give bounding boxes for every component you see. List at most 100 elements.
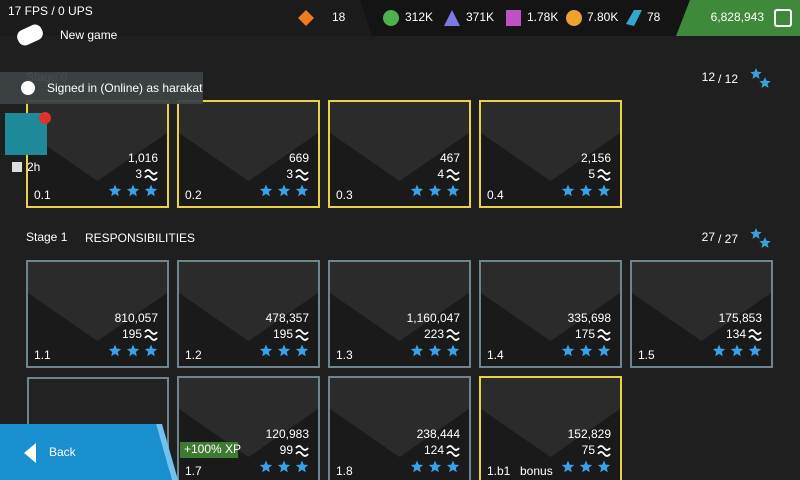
wave-icon [295,445,309,457]
level-score: 1,160,047 [407,311,461,325]
level-id: 0.2 [185,188,202,202]
level-waves: 195 [273,327,293,341]
level-card[interactable]: 175,853 134 1.5 [630,260,773,368]
star [144,184,158,197]
star [144,344,158,357]
star [277,460,291,473]
star [295,184,309,197]
level-card[interactable]: 810,057 195 1.1 [26,260,169,368]
resource-bar [360,0,690,36]
notification-dot [39,112,51,124]
star [108,184,122,197]
card-chevron [632,262,771,341]
star [446,460,460,473]
level-card[interactable]: 1,016 3 0.1 [26,100,169,208]
level-id: 0.3 [336,188,353,202]
toast-text: Signed in (Online) as harakat [47,81,203,95]
card-chevron [330,262,469,341]
star [730,344,744,357]
star [428,344,442,357]
card-chevron [481,378,620,457]
resource-icon [506,10,521,26]
card-chevron [481,102,620,181]
star [126,184,140,197]
star [259,344,273,357]
star [295,344,309,357]
star [126,344,140,357]
level-score: 238,444 [417,427,461,441]
level-waves: 124 [424,443,444,457]
level-card[interactable]: 467 4 0.3 [328,100,471,208]
resource-icon [298,10,314,26]
stage-total: / 27 [718,232,738,246]
card-chevron [179,102,318,181]
gamepad-icon[interactable] [15,22,45,47]
star [579,460,593,473]
wave-icon [597,445,611,457]
star [410,460,424,473]
card-chevron [28,262,167,341]
level-score: 478,357 [266,311,310,325]
level-waves: 3 [135,167,142,181]
level-card[interactable]: 669 3 0.2 [177,100,320,208]
back-label[interactable]: Back [49,445,77,459]
wave-icon [295,329,309,341]
level-waves: 134 [726,327,746,341]
resource-icon [383,10,399,26]
card-chevron [330,378,469,457]
resource-amount: 78 [647,10,661,24]
star [428,460,442,473]
wave-icon [748,329,762,341]
wave-icon [446,445,460,457]
level-waves: 5 [588,167,595,181]
level-waves: 195 [122,327,142,341]
level-card[interactable]: 335,698 175 1.4 [479,260,622,368]
wave-icon [144,329,158,341]
star [561,344,575,357]
level-waves: 4 [437,167,444,181]
back-button[interactable] [0,424,172,480]
level-id: 1.4 [487,348,504,362]
level-id: 1.b1 [487,464,511,478]
level-id: 1.7 [185,464,202,478]
level-card[interactable]: 238,444 124 1.8 [328,376,471,480]
level-id: 1.5 [638,348,655,362]
level-card[interactable]: 478,357 195 1.2 [177,260,320,368]
star [597,460,611,473]
level-card[interactable]: 1,160,047 223 1.3 [328,260,471,368]
star [259,184,273,197]
star [108,344,122,357]
star [428,184,442,197]
stage-subtitle: RESPONSIBILITIES [85,231,195,245]
card-chevron [179,262,318,341]
xp-badge [180,442,238,458]
level-id: 1.8 [336,464,353,478]
card-chevron [330,102,469,181]
resource-amount: 18 [332,10,346,24]
level-score: 335,698 [568,311,612,325]
level-card[interactable]: 2,156 5 0.4 [479,100,622,208]
screen-title: New game [60,28,118,42]
wave-icon [446,329,460,341]
level-waves: 75 [582,443,596,457]
xp-badge-text: +100% XP [184,442,241,456]
level-card[interactable]: 120,983 99 1.7 +100% XP [177,376,320,480]
level-waves: 223 [424,327,444,341]
stage-star-icon [750,228,771,248]
star [410,184,424,197]
resource-icon [626,10,642,26]
star [259,460,273,473]
star [446,184,460,197]
star [748,344,762,357]
timer: 2h [27,160,40,174]
level-card[interactable]: 152,829 75 1.b1 bonus [479,376,622,480]
stage-name: Stage 1 [26,230,68,244]
resource-amount: 371K [466,10,494,24]
level-score: 1,016 [128,151,158,165]
level-score: 669 [289,151,309,165]
money-icon [774,9,792,27]
level-waves: 99 [280,443,294,457]
stage-total: / 12 [718,72,738,86]
star [446,344,460,357]
star [712,344,726,357]
